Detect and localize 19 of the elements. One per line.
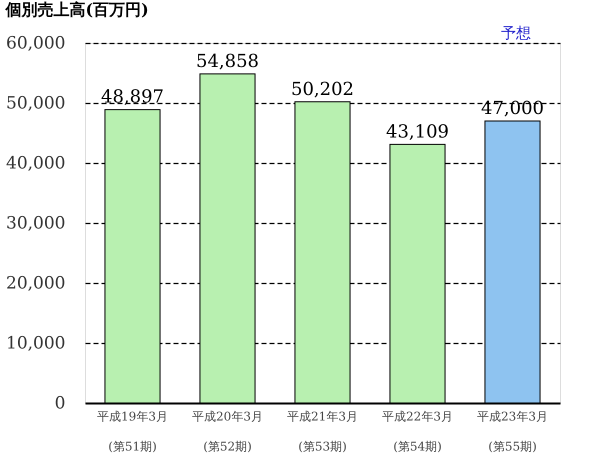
data-label: 47,000: [481, 98, 544, 119]
category-label: 平成23年3月 (第55期): [477, 410, 548, 454]
y-tick-label: 0: [54, 394, 66, 414]
chart-title: 個別売上高(百万円): [4, 0, 149, 19]
text: 予想: [501, 24, 531, 42]
data-label: 48,897: [101, 86, 164, 108]
y-tick-label: 50,000: [6, 94, 66, 114]
data-label: 54,858: [196, 50, 259, 72]
y-tick-label: 20,000: [6, 274, 66, 294]
y-tick-label: 60,000: [6, 34, 66, 54]
y-tick-label: 10,000: [6, 334, 66, 354]
y-tick-label: 30,000: [6, 214, 66, 234]
y-tick-label: 40,000: [6, 154, 66, 174]
category-label: 平成19年3月 (第51期): [97, 410, 168, 454]
category-label: 平成20年3月 (第52期): [192, 410, 263, 454]
data-label: 50,202: [291, 78, 354, 100]
data-label: 43,109: [386, 121, 449, 142]
category-label: 平成21年3月 (第53期): [287, 410, 358, 454]
category-label: 平成22年3月 (第54期): [382, 410, 453, 454]
